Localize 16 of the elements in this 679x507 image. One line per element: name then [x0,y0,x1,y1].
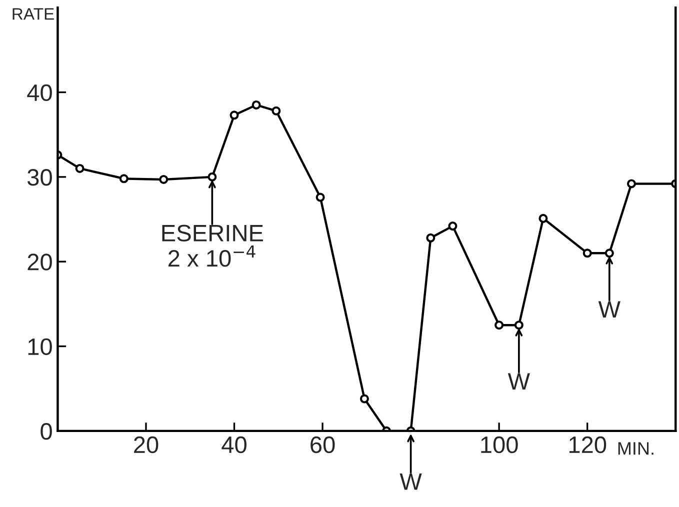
annotation: W [508,373,530,390]
x-tick-label: 20 [134,436,158,454]
annotation: ESERINE 2 x 10$^{−4}$ [162,224,263,267]
y-tick-label: 40 [27,84,52,102]
y-tick-label: 10 [28,338,52,356]
y-tick-label: 20 [28,254,52,270]
x-tick-label: 60 [310,436,335,454]
x-axis-title: MIN. [618,442,654,455]
annotation: W [598,301,620,318]
x-tick-label: 100 [481,436,518,454]
annotation: W [400,473,422,490]
y-tick-label: 30 [27,169,52,186]
y-tick-label: 0 [40,423,52,440]
y-axis-title: RATE [12,8,54,20]
x-tick-label: 120 [569,436,606,454]
x-tick-label: 40 [222,436,246,454]
